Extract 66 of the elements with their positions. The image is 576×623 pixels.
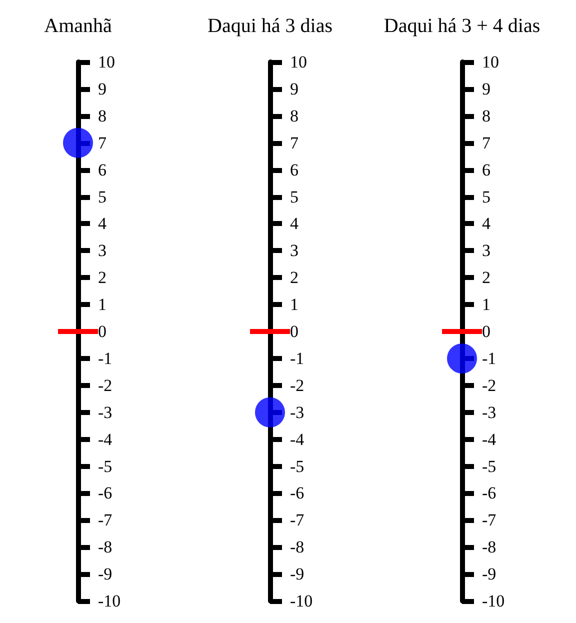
y-tick-label: 2 (290, 268, 298, 288)
y-tick-label: -1 (98, 348, 112, 368)
y-tick-label: -4 (98, 430, 113, 449)
y-tick-label: 10 (290, 52, 307, 72)
y-tick-label: -8 (290, 538, 304, 557)
y-tick-label: -10 (290, 592, 313, 610)
y-tick-label: -1 (290, 348, 304, 368)
y-tick-label: -6 (482, 484, 496, 503)
y-tick-label: -6 (290, 484, 304, 503)
y-tick-label: -8 (482, 538, 496, 557)
y-tick-label: -3 (98, 402, 112, 422)
x-tick-label: Daqui há 3 dias (208, 15, 333, 37)
y-tick-label: 10 (482, 52, 499, 72)
y-tick-label: 7 (98, 133, 107, 152)
y-tick-label: -10 (98, 592, 121, 610)
y-tick-label: -5 (482, 456, 496, 476)
y-tick-label: -8 (98, 538, 112, 557)
y-tick-label: -7 (290, 510, 305, 530)
y-tick-label: 7 (290, 133, 299, 152)
y-tick-label: -7 (98, 510, 113, 530)
y-tick-label: 3 (482, 241, 490, 260)
y-tick-label: 0 (98, 322, 106, 341)
x-tick-label: Amanhã (44, 15, 112, 37)
y-tick-label: 0 (290, 322, 298, 341)
y-tick-label: -3 (482, 402, 496, 422)
y-tick-label: 1 (98, 295, 106, 314)
y-tick-label: 3 (290, 241, 298, 260)
y-tick-label: 5 (290, 187, 298, 206)
y-tick-label: 1 (482, 295, 490, 314)
y-tick-label: 4 (290, 214, 299, 234)
y-tick-label: -2 (482, 376, 496, 395)
y-tick-label: 7 (482, 133, 491, 152)
y-tick-label: 6 (482, 160, 490, 180)
y-tick-label: 8 (290, 106, 298, 126)
y-tick-label: -5 (290, 456, 304, 476)
y-tick-label: 6 (98, 160, 106, 180)
y-tick-label: -9 (290, 564, 304, 584)
y-tick-label: 9 (98, 79, 106, 98)
y-tick-label: -3 (290, 402, 304, 422)
y-tick-label: 3 (98, 241, 106, 260)
y-tick-label: -6 (98, 484, 112, 503)
y-tick-label: -10 (482, 592, 505, 610)
y-tick-label: 9 (482, 79, 490, 98)
y-tick-label: -2 (290, 376, 304, 395)
y-tick-label: -7 (482, 510, 497, 530)
y-tick-label: 6 (290, 160, 298, 180)
y-tick-label: -9 (482, 564, 496, 584)
y-tick-label: 1 (290, 295, 298, 314)
y-tick-label: 0 (482, 322, 490, 341)
y-tick-label: 4 (482, 214, 491, 234)
y-tick-label: -4 (290, 430, 305, 449)
y-tick-label: 8 (98, 106, 106, 126)
y-tick-label: -5 (98, 456, 112, 476)
y-tick-label: -1 (482, 348, 496, 368)
y-tick-label: -9 (98, 564, 112, 584)
y-tick-label: 4 (98, 214, 107, 234)
y-tick-label: 2 (482, 268, 490, 288)
y-tick-label: 5 (482, 187, 490, 206)
y-tick-label: 2 (98, 268, 106, 288)
y-tick-label: 10 (98, 52, 115, 72)
y-tick-label: 9 (290, 79, 298, 98)
y-tick-label: 5 (98, 187, 106, 206)
y-tick-label: -4 (482, 430, 497, 449)
y-tick-label: -2 (98, 376, 112, 395)
y-tick-label: 8 (482, 106, 490, 126)
x-tick-label: Daqui há 3 + 4 dias (384, 15, 540, 37)
